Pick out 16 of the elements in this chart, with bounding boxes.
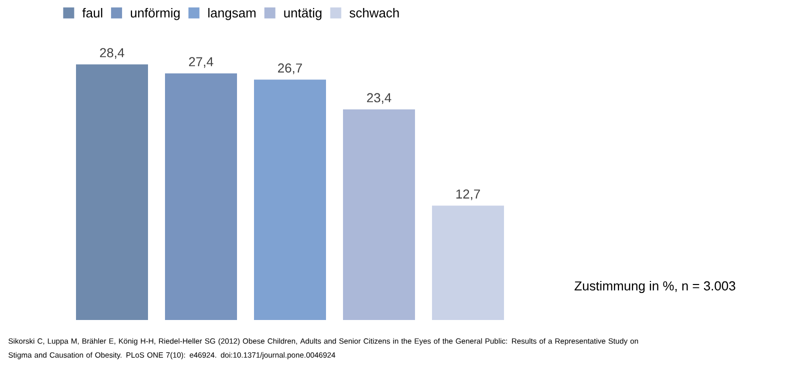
legend-label: faul bbox=[82, 8, 102, 18]
data-label: 28,4 bbox=[100, 48, 124, 59]
bar bbox=[76, 64, 148, 320]
bar bbox=[343, 109, 416, 320]
legend-label: langsam bbox=[208, 8, 256, 20]
bar bbox=[432, 206, 504, 320]
data-label: 27,4 bbox=[189, 57, 214, 68]
text: Zustimmung in %, n = 3.003 bbox=[574, 280, 736, 294]
legend-label: untätig bbox=[284, 8, 322, 20]
data-label: 26,7 bbox=[278, 63, 302, 74]
bar bbox=[165, 73, 238, 320]
data-label: 23,4 bbox=[367, 93, 392, 104]
data-label: 12,7 bbox=[456, 189, 480, 200]
legend-label: unförmig bbox=[130, 8, 180, 20]
legend-label: schwach bbox=[350, 8, 399, 18]
bar bbox=[254, 80, 326, 320]
